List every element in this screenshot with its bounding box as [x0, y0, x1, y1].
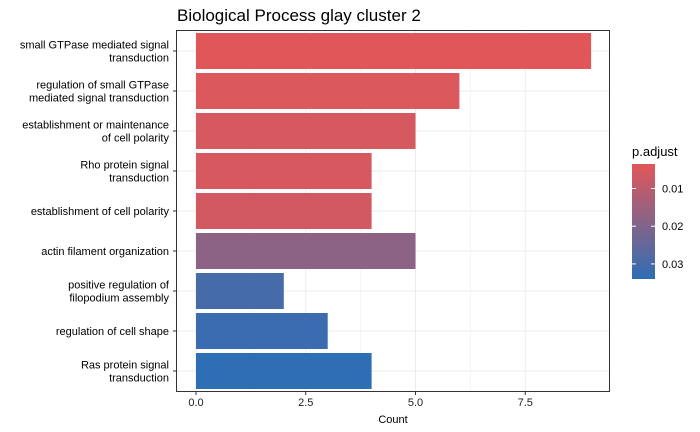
x-axis-ticks: 0.0 2.5 5.0 7.5	[188, 391, 533, 409]
legend-tick-label: 0.02	[662, 221, 683, 233]
y-tick-label: establishment or maintenance of cell pola…	[22, 120, 169, 145]
legend-colorbar	[632, 164, 655, 279]
y-axis-labels: small GTPase mediated signal transduction…	[20, 40, 177, 385]
bar	[196, 153, 372, 189]
bar	[196, 313, 328, 349]
bar	[196, 73, 460, 109]
bar	[196, 233, 416, 269]
legend-ticks: 0.01 0.02 0.03	[632, 184, 683, 271]
y-tick-label: establishment of cell polarity	[31, 206, 170, 218]
x-axis-title: Count	[378, 414, 407, 426]
bar	[196, 113, 416, 149]
y-tick-label: regulation of small GTPase mediated signa…	[29, 80, 169, 105]
chart-title: Biological Process glay cluster 2	[177, 6, 421, 25]
y-tick-label: positive regulation of filopodium assembl…	[68, 280, 170, 305]
bar	[196, 273, 284, 309]
x-tick-label: 0.0	[188, 397, 203, 409]
legend-tick-label: 0.01	[662, 184, 683, 196]
y-tick-label: small GTPase mediated signal transduction	[20, 40, 169, 65]
y-tick-label: Rho protein signal transduction	[80, 160, 169, 185]
legend-title: p.adjust	[632, 144, 678, 159]
bar	[196, 33, 592, 69]
bars	[196, 33, 592, 389]
y-tick-label: regulation of cell shape	[56, 326, 169, 338]
x-tick-label: 5.0	[408, 397, 423, 409]
bar	[196, 353, 372, 389]
x-tick-label: 7.5	[518, 397, 533, 409]
x-tick-label: 2.5	[298, 397, 313, 409]
y-tick-label: actin filament organization	[41, 246, 169, 258]
bar	[196, 193, 372, 229]
y-tick-label: Ras protein signal transduction	[81, 360, 169, 385]
legend: p.adjust 0.01 0.02 0.03	[632, 144, 683, 279]
legend-tick-label: 0.03	[662, 259, 683, 271]
